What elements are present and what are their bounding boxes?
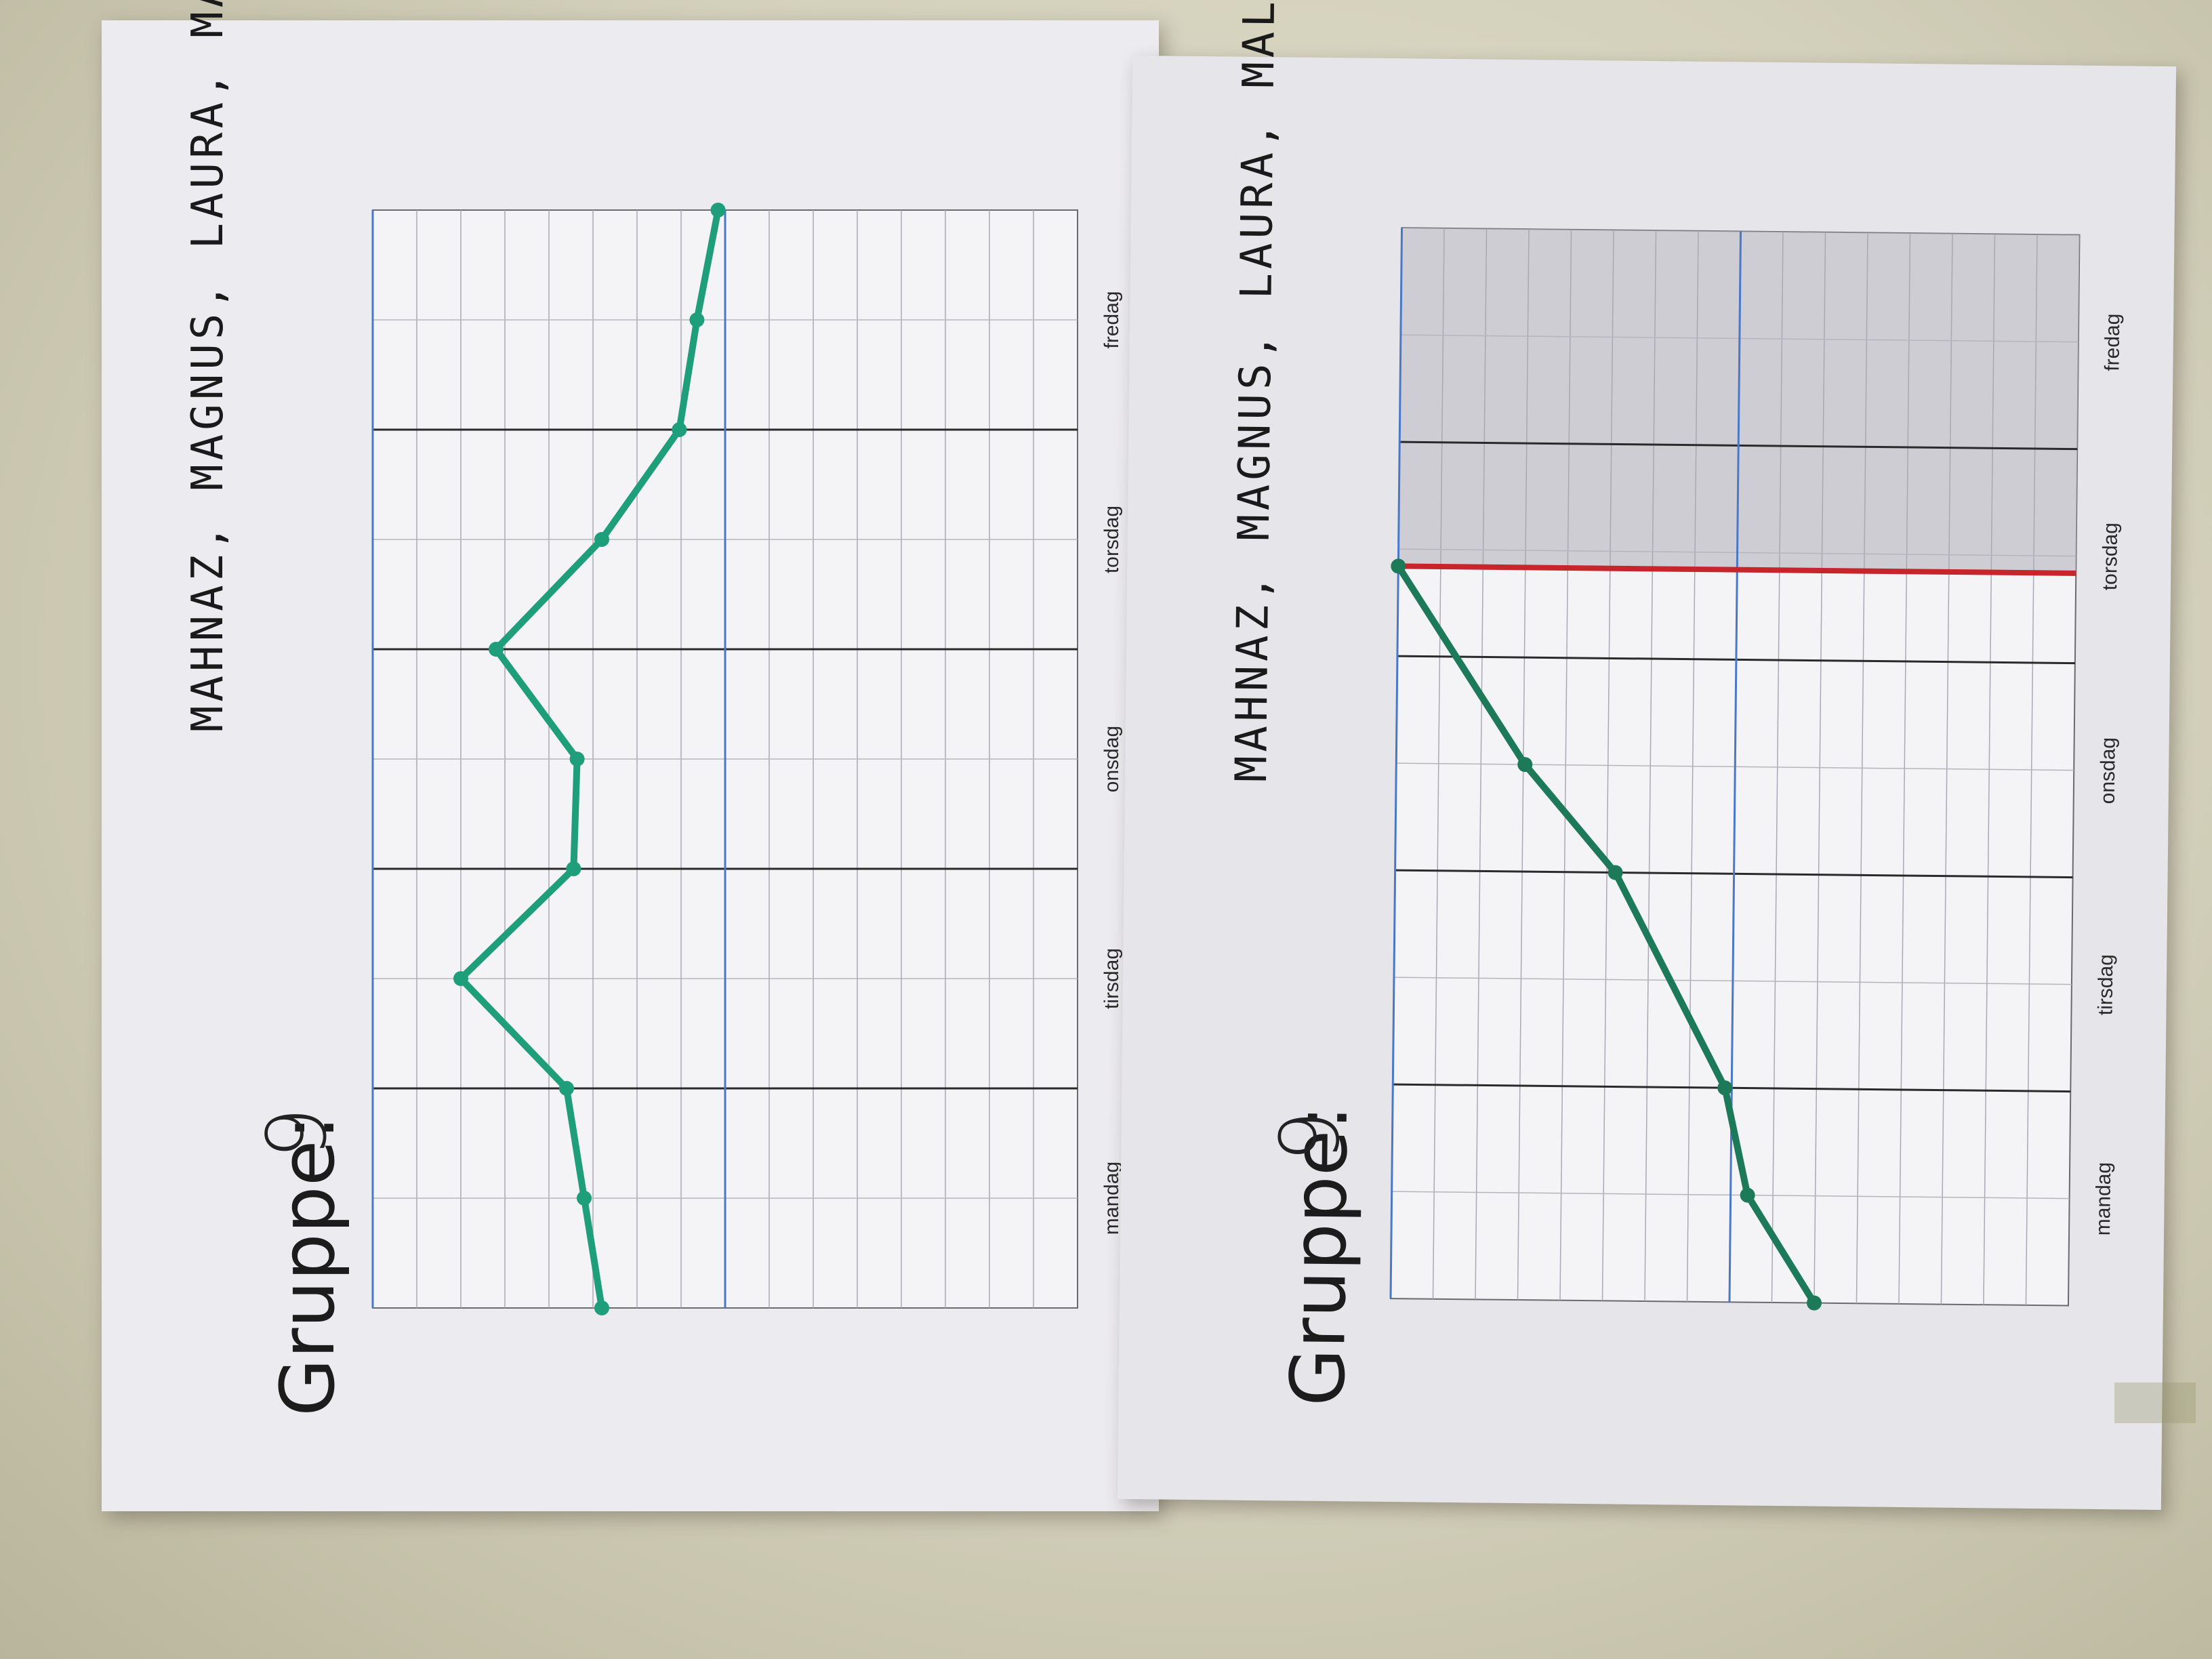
poster-sheet-2: Gruppe: 9 MAHNAZ, MAGNUS, LAURA, MALOU m… (1117, 0, 2177, 1511)
chart-data-point (594, 1300, 609, 1315)
chart-data-point (594, 532, 609, 547)
chart-day-label: tirsdag (1101, 948, 1123, 1009)
chart-data-point (689, 312, 705, 327)
chart-data-point (566, 861, 581, 876)
chart-data-point (1607, 865, 1623, 880)
chart-series-line (1395, 562, 1818, 1307)
poster-1-group-label: Gruppe: (264, 1115, 351, 1416)
chart-data-point (1806, 1295, 1822, 1311)
chart-day-label: onsdag (1101, 726, 1123, 792)
chart-data-point (1391, 558, 1406, 574)
chart-data-point (569, 752, 585, 766)
chart-today-marker (1398, 563, 2076, 576)
chart-day-label: torsdag (2099, 523, 2122, 590)
poster-2-group-number: 9 (1263, 1109, 1358, 1163)
chart-day-label: torsdag (1101, 506, 1123, 573)
poster-1-chart: mandag tirsdag onsdag torsdag fredag (371, 203, 1123, 1315)
chart-data-point (710, 203, 726, 218)
chart-day-label: fredag (1101, 291, 1123, 348)
poster-1-group-number: 9 (251, 1107, 345, 1159)
chart-data-point (1717, 1080, 1733, 1096)
poster-2-names: MAHNAZ, MAGNUS, LAURA, MALOU (1226, 0, 1286, 783)
chart-day-label: mandag (1101, 1162, 1123, 1235)
chart-day-label: fredag (2101, 313, 2124, 371)
poster-sheet-1: Gruppe: 9 MAHNAZ, MAGNUS, LAURA, MALOU m… (102, 0, 1159, 1511)
chart-data-point (489, 642, 504, 657)
chart-data-point (672, 422, 687, 437)
chart-day-label: onsdag (2097, 737, 2120, 804)
chart-data-point (559, 1081, 574, 1096)
chart-day-label: mandag (2092, 1162, 2115, 1236)
chart-data-point (453, 971, 468, 986)
chart-day-label: tirsdag (2094, 954, 2117, 1015)
chart-data-point (577, 1191, 592, 1206)
chart-data-point (1517, 757, 1533, 773)
chart-top-axis (1389, 228, 1404, 1299)
tape-piece (2114, 1382, 2196, 1423)
poster-1-names: MAHNAZ, MAGNUS, LAURA, MALOU (183, 0, 233, 732)
poster-2-chart: mandag tirsdag onsdag torsdag fredag (1389, 227, 2124, 1311)
chart-data-point (1740, 1187, 1755, 1203)
